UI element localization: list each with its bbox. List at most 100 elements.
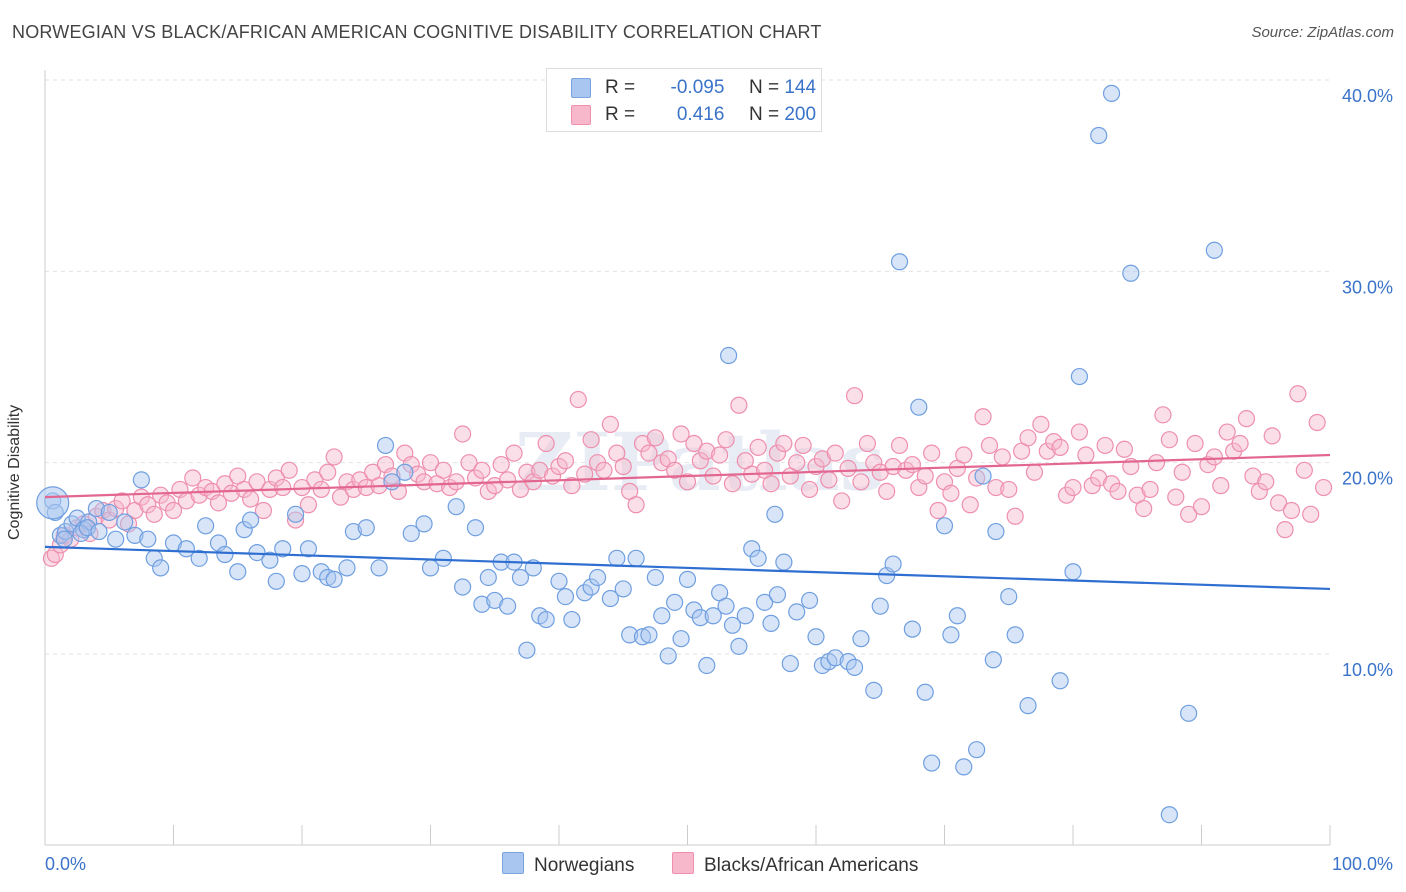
point-blacks <box>1135 499 1153 518</box>
y-tick-label: 30.0% <box>1342 277 1393 297</box>
trendline-norwegians <box>44 545 1331 591</box>
bottom-legend-label-norwegians: Norwegians <box>534 855 635 876</box>
point-blacks <box>826 444 844 462</box>
point-norwegians <box>376 436 395 455</box>
point-norwegians <box>916 683 934 701</box>
point-norwegians <box>766 505 784 523</box>
point-blacks <box>1006 507 1024 525</box>
point-norwegians <box>1019 697 1037 715</box>
y-tick-label: 40.0% <box>1342 86 1393 106</box>
point-blacks <box>563 477 581 495</box>
point-norwegians <box>826 649 844 667</box>
point-blacks <box>1192 498 1211 516</box>
point-blacks <box>852 473 870 491</box>
bottom-legend-blacks: Blacks/African Americans <box>672 852 918 877</box>
point-norwegians <box>948 607 966 625</box>
point-blacks <box>961 496 979 514</box>
point-blacks <box>666 461 684 479</box>
point-norwegians <box>87 499 106 518</box>
point-blacks <box>1160 431 1178 449</box>
point-blacks <box>627 496 645 514</box>
point-blacks <box>1064 478 1082 497</box>
point-norwegians <box>293 565 311 583</box>
point-blacks <box>845 387 864 405</box>
point-norwegians <box>537 610 555 629</box>
point-blacks <box>1302 505 1320 523</box>
point-norwegians <box>550 572 568 590</box>
point-blacks <box>923 444 941 462</box>
point-norwegians <box>370 559 388 577</box>
point-blacks <box>903 455 921 474</box>
point-blacks <box>254 501 273 520</box>
point-blacks <box>274 478 292 497</box>
point-blacks <box>1231 434 1249 453</box>
point-blacks <box>537 434 555 453</box>
point-blacks <box>1141 480 1159 499</box>
point-norwegians <box>666 593 684 611</box>
point-blacks <box>929 501 947 520</box>
point-blacks <box>1237 410 1256 428</box>
point-blacks <box>113 492 131 510</box>
point-blacks <box>454 425 472 443</box>
x-tick-label-end: 100.0% <box>1332 854 1393 874</box>
point-blacks <box>678 473 697 491</box>
point-norwegians <box>736 607 754 625</box>
y-tick-label: 20.0% <box>1342 469 1393 489</box>
trendline-blacks <box>44 453 1331 499</box>
point-norwegians <box>518 641 536 659</box>
point-norwegians <box>1102 84 1121 102</box>
point-blacks <box>1051 438 1069 456</box>
point-blacks <box>1096 436 1114 455</box>
point-blacks <box>460 454 478 472</box>
point-norwegians <box>800 591 819 610</box>
point-blacks <box>1282 501 1301 520</box>
point-norwegians <box>871 597 889 615</box>
point-blacks <box>1147 454 1166 472</box>
point-blacks <box>1045 433 1063 451</box>
point-norwegians <box>319 568 337 587</box>
point-norwegians <box>473 595 491 613</box>
point-norwegians <box>261 551 279 569</box>
point-norwegians <box>762 614 780 632</box>
point-blacks <box>1250 482 1268 500</box>
point-norwegians <box>72 524 90 543</box>
point-blacks <box>839 459 857 478</box>
point-blacks <box>222 484 240 502</box>
point-blacks <box>833 492 851 510</box>
y-tick-label: 10.0% <box>1342 660 1393 680</box>
point-norwegians <box>987 522 1005 541</box>
point-blacks <box>711 446 729 464</box>
point-norwegians <box>974 467 992 485</box>
point-blacks <box>1032 415 1050 433</box>
legend-r-label: R = <box>605 104 636 125</box>
legend-swatch-norwegians <box>571 78 591 98</box>
point-blacks <box>730 396 748 414</box>
chart-title: NORWEGIAN VS BLACK/AFRICAN AMERICAN COGN… <box>12 22 822 42</box>
point-blacks <box>94 501 112 520</box>
point-norwegians <box>890 253 909 271</box>
point-blacks <box>749 438 767 456</box>
point-norwegians <box>357 519 375 537</box>
point-norwegians <box>152 559 170 577</box>
point-blacks <box>691 452 709 470</box>
point-norwegians <box>775 553 793 571</box>
point-norwegians <box>55 530 73 548</box>
point-norwegians <box>704 607 722 625</box>
point-blacks <box>1263 427 1281 445</box>
bottom-legend-label-blacks: Blacks/African Americans <box>704 855 919 876</box>
point-blacks <box>890 436 909 455</box>
point-norwegians <box>723 616 742 634</box>
point-norwegians <box>1051 672 1069 690</box>
point-norwegians <box>640 626 658 644</box>
point-blacks <box>499 471 517 489</box>
point-norwegians <box>511 568 530 587</box>
point-norwegians <box>1070 367 1089 386</box>
point-blacks <box>672 425 690 443</box>
legend-r-value: 0.416 <box>676 104 725 125</box>
point-norwegians <box>614 580 632 598</box>
point-blacks <box>1289 385 1307 403</box>
point-blacks <box>717 431 735 449</box>
point-blacks <box>858 434 877 453</box>
point-blacks <box>1295 461 1313 479</box>
